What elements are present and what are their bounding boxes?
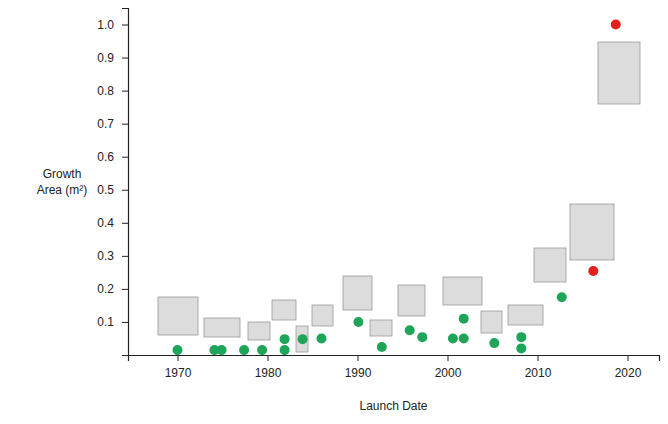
y-axis-title-line: Area (m²) (37, 183, 88, 197)
point (239, 345, 249, 355)
hardware-photo (312, 305, 333, 326)
point (377, 342, 387, 352)
point (298, 334, 308, 344)
tick: 0.3 (97, 249, 128, 263)
tick: 1.0 (97, 18, 128, 32)
chart: 1970198019902000201020200.10.20.30.40.50… (0, 0, 668, 424)
point (516, 343, 526, 353)
x-axis-title: Launch Date (359, 399, 427, 413)
point (489, 338, 499, 348)
tick: 0.1 (97, 315, 128, 329)
tick-mark (122, 289, 128, 290)
hardware-photo (248, 322, 270, 340)
tick: 0.6 (97, 150, 128, 164)
tick-label: 1980 (255, 366, 282, 380)
tick: 0.8 (97, 84, 128, 98)
tick: 2020 (615, 355, 642, 380)
tick: 0.5 (97, 183, 128, 197)
tick-label: 0.4 (97, 216, 114, 230)
hardware-photo (272, 300, 296, 320)
tick-label: 0.3 (97, 249, 114, 263)
tick-mark (268, 355, 269, 361)
tick-label: 2010 (525, 366, 552, 380)
tick-mark (448, 355, 449, 361)
tick: 0.4 (97, 216, 128, 230)
tick: 0.2 (97, 282, 128, 296)
tick-label: 0.6 (97, 150, 114, 164)
point (448, 333, 458, 343)
tick-mark (178, 355, 179, 361)
tick: 0.9 (97, 51, 128, 65)
point (588, 266, 598, 276)
point (257, 345, 267, 355)
tick-label: 2000 (435, 366, 462, 380)
hardware-photo (598, 42, 640, 104)
tick: 2010 (525, 355, 552, 380)
hardware-photo (204, 318, 240, 337)
hardware-photo (158, 297, 198, 335)
tick-label: 1970 (165, 366, 192, 380)
tick-mark (122, 256, 128, 257)
tick: 2000 (435, 355, 462, 380)
tick-label: 0.1 (97, 315, 114, 329)
tick-label: 0.2 (97, 282, 114, 296)
tick-label: 0.5 (97, 183, 114, 197)
hardware-photo (296, 326, 308, 352)
tick: 0.7 (97, 117, 128, 131)
point (317, 333, 327, 343)
point (459, 333, 469, 343)
tick-mark (122, 190, 128, 191)
point (557, 292, 567, 302)
y-axis-title: Growth Area (m²) (37, 167, 88, 197)
tick-mark (122, 91, 128, 92)
tick-mark (122, 58, 128, 59)
tick-label: 1.0 (97, 18, 114, 32)
photos (158, 42, 640, 352)
hardware-photo (481, 311, 502, 333)
axis-line (122, 9, 129, 356)
tick-mark (538, 355, 539, 361)
hardware-photo (343, 276, 372, 310)
point (353, 317, 363, 327)
axis-line (129, 356, 660, 362)
x-axis: 1970 1980 1990 2000 2010 2020 (129, 355, 660, 380)
point (516, 332, 526, 342)
point (611, 20, 621, 30)
point (217, 345, 227, 355)
tick: 1970 (165, 355, 192, 380)
tick-mark (358, 355, 359, 361)
hardware-photo (398, 285, 425, 316)
tick-label: 1990 (345, 366, 372, 380)
y-axis-title-line: Growth (43, 167, 82, 181)
tick-label: 0.8 (97, 84, 114, 98)
hardware-photo (570, 204, 614, 260)
point (173, 345, 183, 355)
tick-mark (122, 124, 128, 125)
hardware-photo (508, 305, 543, 325)
point (405, 325, 415, 335)
tick-mark (628, 355, 629, 361)
hardware-photo (370, 320, 392, 336)
points (173, 20, 621, 355)
hardware-photo (443, 277, 482, 305)
point (280, 334, 290, 344)
tick-label: 0.9 (97, 51, 114, 65)
point (459, 314, 469, 324)
tick: 1990 (345, 355, 372, 380)
tick-mark (122, 157, 128, 158)
tick-mark (122, 322, 128, 323)
y-axis: 0.1 0.2 0.3 0.4 0.5 0.6 0.7 0.8 0.9 1.0 (97, 9, 128, 356)
hardware-photo (534, 248, 566, 282)
tick-mark (122, 25, 128, 26)
point (280, 345, 290, 355)
tick: 1980 (255, 355, 282, 380)
tick-mark (122, 223, 128, 224)
tick-label: 2020 (615, 366, 642, 380)
point (417, 332, 427, 342)
tick-label: 0.7 (97, 117, 114, 131)
